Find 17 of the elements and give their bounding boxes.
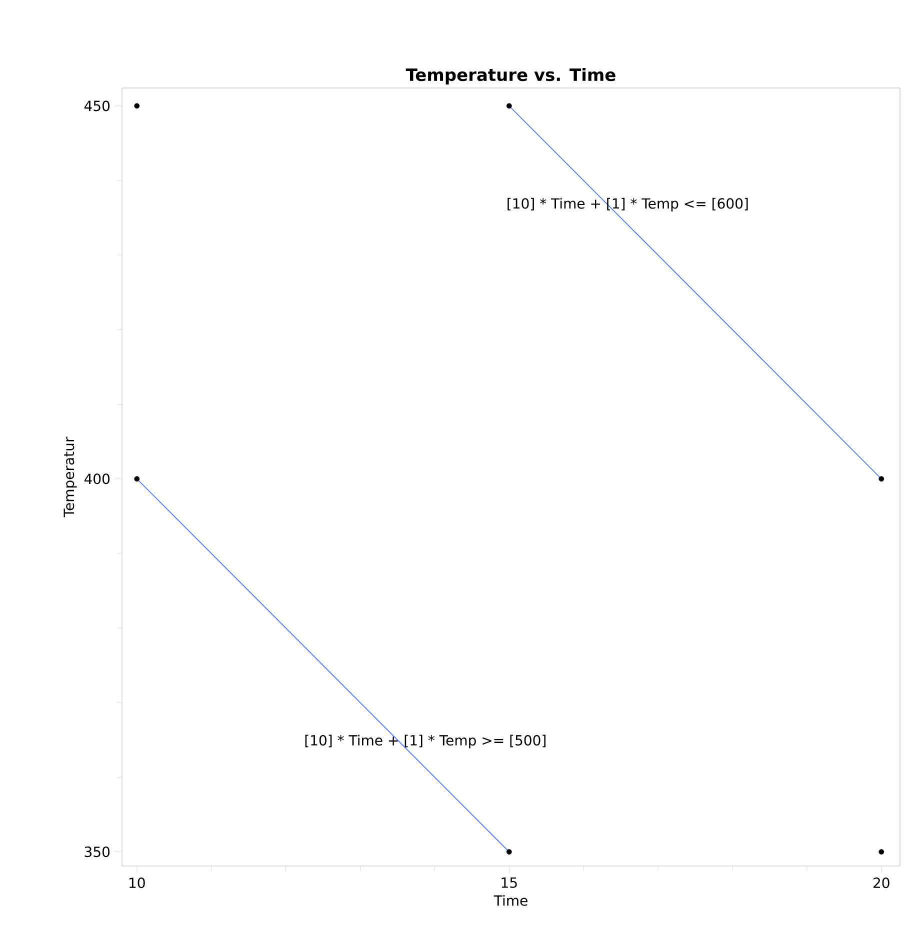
x-tick-label: 20 bbox=[873, 878, 890, 888]
annotation: [10] * Time + [1] * Temp >= [500] bbox=[305, 734, 546, 748]
x-tick-label: 10 bbox=[130, 878, 145, 888]
y-tick-label: 450 bbox=[84, 100, 110, 112]
y-tick-label: 400 bbox=[84, 474, 110, 484]
point bbox=[878, 849, 884, 855]
y-tick-label: 350 bbox=[84, 846, 110, 858]
chart-title: Temperature vs. Time bbox=[406, 68, 616, 84]
point bbox=[506, 849, 512, 855]
x-tick-label: 15 bbox=[502, 878, 517, 888]
point bbox=[506, 103, 512, 109]
point bbox=[878, 476, 884, 482]
y-axis-title: Temperatur bbox=[64, 436, 77, 518]
x-axis-title: Time bbox=[494, 894, 528, 906]
point bbox=[134, 476, 140, 482]
point bbox=[134, 103, 140, 109]
annotation: [10] * Time + [1] * Temp <= [600] bbox=[508, 198, 748, 212]
